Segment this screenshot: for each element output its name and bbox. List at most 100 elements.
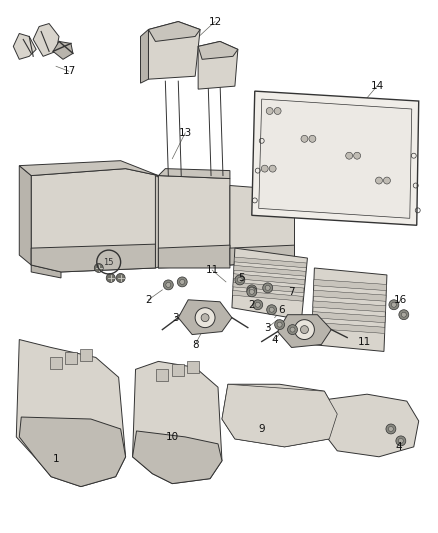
Polygon shape: [222, 384, 337, 447]
Polygon shape: [19, 166, 31, 265]
Polygon shape: [230, 245, 294, 265]
Circle shape: [249, 287, 254, 292]
Polygon shape: [33, 23, 59, 56]
Circle shape: [265, 285, 270, 290]
Polygon shape: [80, 350, 92, 361]
Polygon shape: [233, 290, 303, 301]
Circle shape: [269, 307, 274, 312]
Polygon shape: [313, 290, 386, 301]
Text: 17: 17: [62, 66, 76, 76]
Text: 9: 9: [258, 424, 265, 434]
Polygon shape: [148, 21, 200, 79]
Polygon shape: [198, 42, 238, 59]
Circle shape: [249, 289, 254, 294]
Circle shape: [274, 108, 281, 115]
Circle shape: [300, 326, 308, 334]
Circle shape: [201, 314, 209, 321]
Polygon shape: [232, 248, 307, 320]
Circle shape: [277, 322, 282, 327]
Circle shape: [389, 300, 399, 310]
Circle shape: [301, 135, 308, 142]
Polygon shape: [233, 274, 305, 285]
Circle shape: [386, 424, 396, 434]
Text: 16: 16: [394, 295, 407, 305]
Polygon shape: [133, 361, 222, 483]
Circle shape: [253, 300, 263, 310]
Circle shape: [235, 275, 245, 285]
Text: 1: 1: [53, 454, 60, 464]
Circle shape: [398, 439, 403, 443]
Polygon shape: [278, 314, 331, 348]
Circle shape: [247, 287, 257, 297]
Text: 13: 13: [179, 128, 192, 138]
Circle shape: [266, 108, 273, 115]
Polygon shape: [31, 265, 61, 278]
Text: 11: 11: [357, 336, 371, 346]
Polygon shape: [156, 369, 168, 381]
Polygon shape: [159, 168, 230, 179]
Polygon shape: [252, 91, 419, 225]
Text: 3: 3: [172, 313, 179, 322]
Circle shape: [399, 310, 409, 320]
Polygon shape: [148, 21, 200, 42]
Circle shape: [401, 312, 406, 317]
Circle shape: [294, 320, 314, 340]
Circle shape: [237, 278, 242, 282]
Polygon shape: [233, 282, 304, 293]
Text: 4: 4: [271, 335, 278, 344]
Polygon shape: [31, 168, 159, 272]
Text: 14: 14: [371, 81, 384, 91]
Text: 12: 12: [208, 17, 222, 27]
Text: 11: 11: [205, 265, 219, 275]
Text: 3: 3: [265, 322, 271, 333]
Circle shape: [353, 152, 360, 159]
Polygon shape: [312, 312, 385, 322]
Polygon shape: [19, 160, 159, 175]
Circle shape: [269, 165, 276, 172]
Polygon shape: [53, 42, 73, 59]
Circle shape: [288, 325, 297, 335]
Polygon shape: [159, 245, 230, 268]
Polygon shape: [141, 29, 148, 83]
Polygon shape: [178, 300, 232, 335]
Circle shape: [180, 279, 185, 285]
Polygon shape: [19, 417, 126, 487]
Circle shape: [255, 302, 260, 307]
Polygon shape: [133, 431, 222, 483]
Polygon shape: [16, 340, 126, 487]
Polygon shape: [198, 42, 238, 89]
Polygon shape: [230, 185, 294, 265]
Polygon shape: [172, 365, 184, 376]
Polygon shape: [234, 265, 306, 276]
Circle shape: [263, 283, 273, 293]
Circle shape: [166, 282, 171, 287]
Circle shape: [94, 263, 103, 272]
Polygon shape: [259, 99, 412, 219]
Polygon shape: [187, 361, 199, 373]
Polygon shape: [65, 352, 77, 365]
Circle shape: [163, 280, 173, 290]
Circle shape: [267, 305, 277, 314]
Circle shape: [275, 320, 285, 329]
Text: 10: 10: [166, 432, 179, 442]
Polygon shape: [324, 394, 419, 457]
Circle shape: [290, 327, 295, 332]
Text: 2: 2: [248, 300, 255, 310]
Text: 6: 6: [278, 305, 285, 314]
Polygon shape: [311, 268, 387, 351]
Circle shape: [392, 302, 396, 307]
Polygon shape: [159, 175, 230, 268]
Circle shape: [247, 285, 257, 295]
Circle shape: [309, 135, 316, 142]
Circle shape: [177, 277, 187, 287]
Circle shape: [389, 426, 393, 431]
Circle shape: [106, 273, 115, 282]
Polygon shape: [222, 384, 337, 447]
Circle shape: [396, 436, 406, 446]
Polygon shape: [50, 358, 62, 369]
Text: 15: 15: [103, 257, 114, 266]
Polygon shape: [313, 301, 385, 312]
Text: 2: 2: [145, 295, 152, 305]
Circle shape: [195, 308, 215, 328]
Circle shape: [116, 273, 125, 282]
